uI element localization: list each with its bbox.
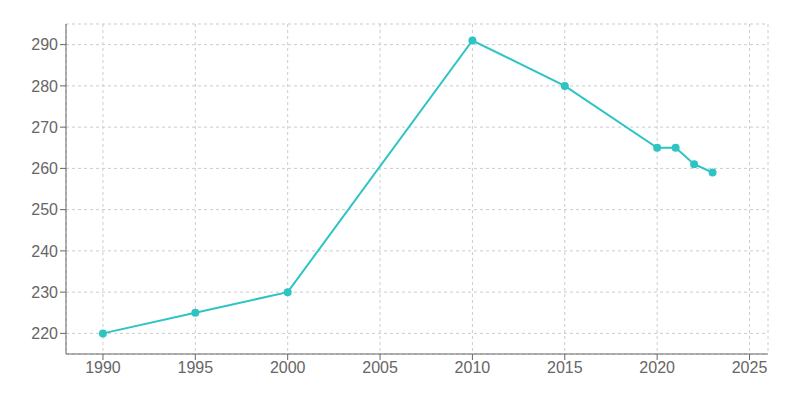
svg-text:2015: 2015 bbox=[547, 359, 583, 376]
svg-text:280: 280 bbox=[31, 78, 58, 95]
svg-text:2025: 2025 bbox=[732, 359, 768, 376]
svg-text:2005: 2005 bbox=[362, 359, 398, 376]
svg-text:1990: 1990 bbox=[85, 359, 121, 376]
svg-text:270: 270 bbox=[31, 119, 58, 136]
svg-text:240: 240 bbox=[31, 243, 58, 260]
svg-text:2020: 2020 bbox=[639, 359, 675, 376]
svg-text:260: 260 bbox=[31, 160, 58, 177]
svg-text:290: 290 bbox=[31, 36, 58, 53]
svg-text:2000: 2000 bbox=[270, 359, 306, 376]
svg-text:2010: 2010 bbox=[455, 359, 491, 376]
svg-text:230: 230 bbox=[31, 284, 58, 301]
svg-text:1995: 1995 bbox=[178, 359, 214, 376]
svg-text:220: 220 bbox=[31, 325, 58, 342]
svg-text:250: 250 bbox=[31, 201, 58, 218]
